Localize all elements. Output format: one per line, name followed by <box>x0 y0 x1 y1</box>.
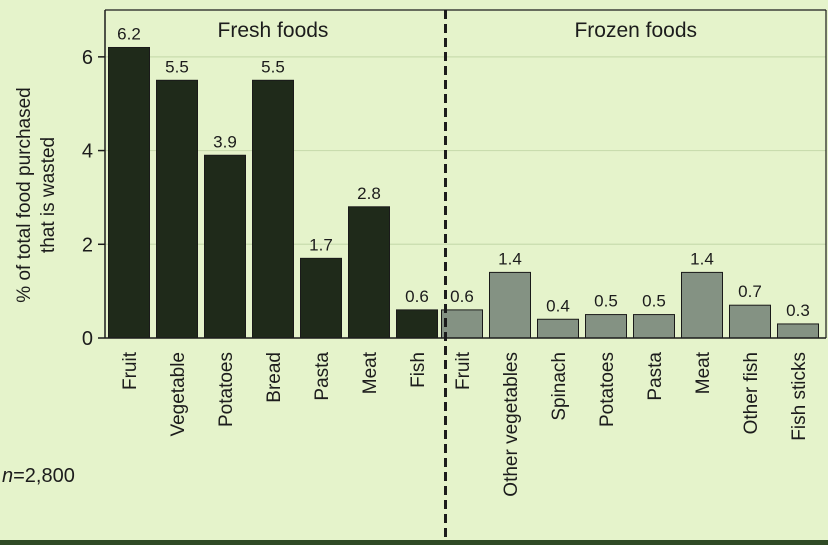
category-label-frozen-6: Other fish <box>741 352 762 434</box>
value-label-fresh-3: 5.5 <box>261 57 285 76</box>
category-label-fresh-1: Vegetable <box>168 352 189 437</box>
value-label-frozen-3: 0.5 <box>594 292 618 311</box>
value-label-fresh-0: 6.2 <box>117 24 141 43</box>
y-axis-label-line-2: that is wasted <box>38 137 59 253</box>
labels: 6.2 Fruit 5.5 Vegetable 3.9 Potatoes 5.5 Bread 1… <box>117 19 810 497</box>
category-label-frozen-5: Meat <box>693 351 714 394</box>
y-tick-label-0: 0 <box>82 328 93 350</box>
axes: 0 2 4 6 <box>82 9 827 540</box>
value-label-frozen-5: 1.4 <box>690 249 714 268</box>
bar-fresh-1 <box>156 79 198 339</box>
category-label-frozen-0: Fruit <box>453 351 474 390</box>
bar-frozen-5 <box>681 271 723 339</box>
y-axis-label-line-1: % of total food purchased <box>14 87 35 302</box>
value-label-frozen-1: 1.4 <box>498 249 522 268</box>
group-title-frozen: Frozen foods <box>574 19 697 42</box>
category-label-fresh-4: Pasta <box>312 352 333 401</box>
value-label-frozen-4: 0.5 <box>642 292 666 311</box>
bar-fresh-6 <box>396 309 438 339</box>
bar-frozen-6 <box>729 304 771 339</box>
bar-fresh-2 <box>204 154 246 339</box>
category-label-fresh-0: Fruit <box>120 351 141 390</box>
category-label-fresh-6: Fish <box>408 352 429 388</box>
bar-frozen-4 <box>633 314 675 339</box>
bar-frozen-1 <box>489 271 531 339</box>
category-label-frozen-4: Pasta <box>645 352 666 401</box>
category-label-frozen-7: Fish sticks <box>789 352 810 441</box>
bar-frozen-3 <box>585 314 627 339</box>
bars <box>108 46 819 339</box>
bar-frozen-0 <box>441 309 483 339</box>
sample-size-symbol: n <box>2 465 14 487</box>
sample-size-note: n=2,800 <box>2 465 75 488</box>
category-label-frozen-2: Spinach <box>549 352 570 421</box>
value-label-fresh-5: 2.8 <box>357 184 381 203</box>
value-label-fresh-1: 5.5 <box>165 57 189 76</box>
bar-frozen-7 <box>777 323 819 339</box>
value-label-frozen-0: 0.6 <box>450 287 474 306</box>
value-label-frozen-6: 0.7 <box>738 282 762 301</box>
bar-frozen-2 <box>537 318 579 339</box>
y-tick-label-4: 4 <box>82 141 93 163</box>
value-label-frozen-2: 0.4 <box>546 296 570 315</box>
bar-fresh-3 <box>252 79 294 339</box>
bar-fresh-0 <box>108 46 150 339</box>
bar-fresh-4 <box>300 257 342 339</box>
category-label-fresh-5: Meat <box>360 351 381 394</box>
category-label-frozen-3: Potatoes <box>597 352 618 427</box>
value-label-fresh-6: 0.6 <box>405 287 429 306</box>
value-label-fresh-2: 3.9 <box>213 132 237 151</box>
category-label-frozen-1: Other vegetables <box>501 352 522 497</box>
value-label-frozen-7: 0.3 <box>786 301 810 320</box>
sample-size-value: =2,800 <box>13 465 75 487</box>
value-label-fresh-4: 1.7 <box>309 235 333 254</box>
y-tick-label-2: 2 <box>82 234 93 256</box>
category-label-fresh-2: Potatoes <box>216 352 237 427</box>
y-axis-label: % of total food purchased that is wasted <box>14 87 59 302</box>
group-title-fresh: Fresh foods <box>218 19 329 42</box>
y-tick-label-6: 6 <box>82 47 93 69</box>
bar-fresh-5 <box>348 206 390 339</box>
category-label-fresh-3: Bread <box>264 352 285 403</box>
